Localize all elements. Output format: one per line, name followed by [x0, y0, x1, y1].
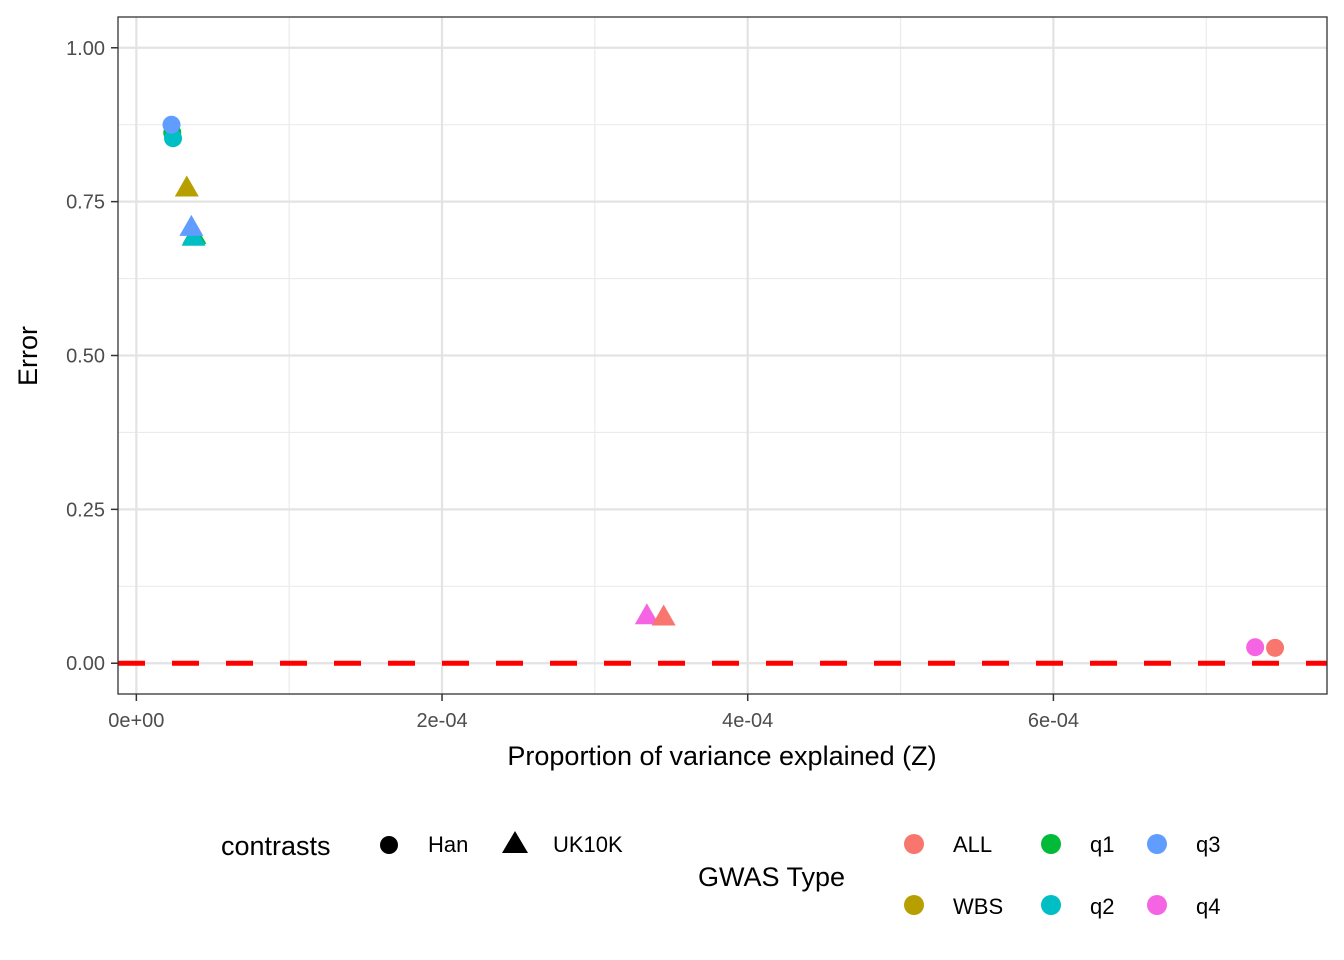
legend-key-q2 [1041, 895, 1061, 915]
y-tick-label: 0.75 [66, 192, 105, 214]
data-point-triangle [179, 214, 204, 236]
legend-key-circle-icon [380, 836, 398, 854]
shape-legend: contrasts Han UK10K [221, 831, 623, 861]
shape-legend-title: contrasts [221, 831, 331, 861]
data-point-circle [164, 129, 183, 148]
x-tick-label: 4e-04 [722, 710, 773, 732]
color-legend-label-all: ALL [953, 832, 992, 857]
legend-key-q1 [1041, 834, 1061, 854]
legend-key-q4 [1147, 895, 1167, 915]
legend-key-wbs [904, 895, 924, 915]
data-point-triangle [651, 604, 676, 626]
y-tick-label: 0.25 [66, 499, 105, 521]
color-legend-label-q1: q1 [1090, 832, 1114, 857]
color-legend: GWAS Type ALL q1 q3 WBS q2 q4 [698, 832, 1220, 919]
legend-key-all [904, 834, 924, 854]
data-point-triangle [634, 603, 659, 625]
y-axis-title: Error [13, 326, 43, 386]
shape-legend-label-uk10k: UK10K [553, 832, 623, 857]
x-axis-title: Proportion of variance explained (Z) [507, 741, 936, 771]
minor-gridlines [118, 17, 1327, 694]
legend-key-triangle-icon [502, 831, 528, 853]
y-tick-label: 0.50 [66, 346, 105, 368]
color-legend-label-q2: q2 [1090, 894, 1114, 919]
shape-legend-label-han: Han [428, 832, 468, 857]
data-point-triangle [174, 175, 199, 197]
x-tick-label: 2e-04 [416, 710, 467, 732]
color-legend-title: GWAS Type [698, 862, 845, 892]
color-legend-label-wbs: WBS [953, 894, 1003, 919]
color-legend-label-q3: q3 [1196, 832, 1220, 857]
data-point-circle [1246, 638, 1265, 657]
legend-key-q3 [1147, 834, 1167, 854]
x-axis: 0e+00 2e-04 4e-04 6e-04 [108, 694, 1079, 732]
data-point-circle [162, 115, 181, 134]
x-tick-label: 6e-04 [1028, 710, 1079, 732]
y-axis: 0.00 0.25 0.50 0.75 1.00 [66, 38, 118, 675]
data-points [162, 115, 1285, 657]
color-legend-label-q4: q4 [1196, 894, 1220, 919]
x-tick-label: 0e+00 [108, 710, 164, 732]
y-tick-label: 0.00 [66, 653, 105, 675]
y-tick-label: 1.00 [66, 38, 105, 60]
data-point-circle [1266, 638, 1285, 657]
